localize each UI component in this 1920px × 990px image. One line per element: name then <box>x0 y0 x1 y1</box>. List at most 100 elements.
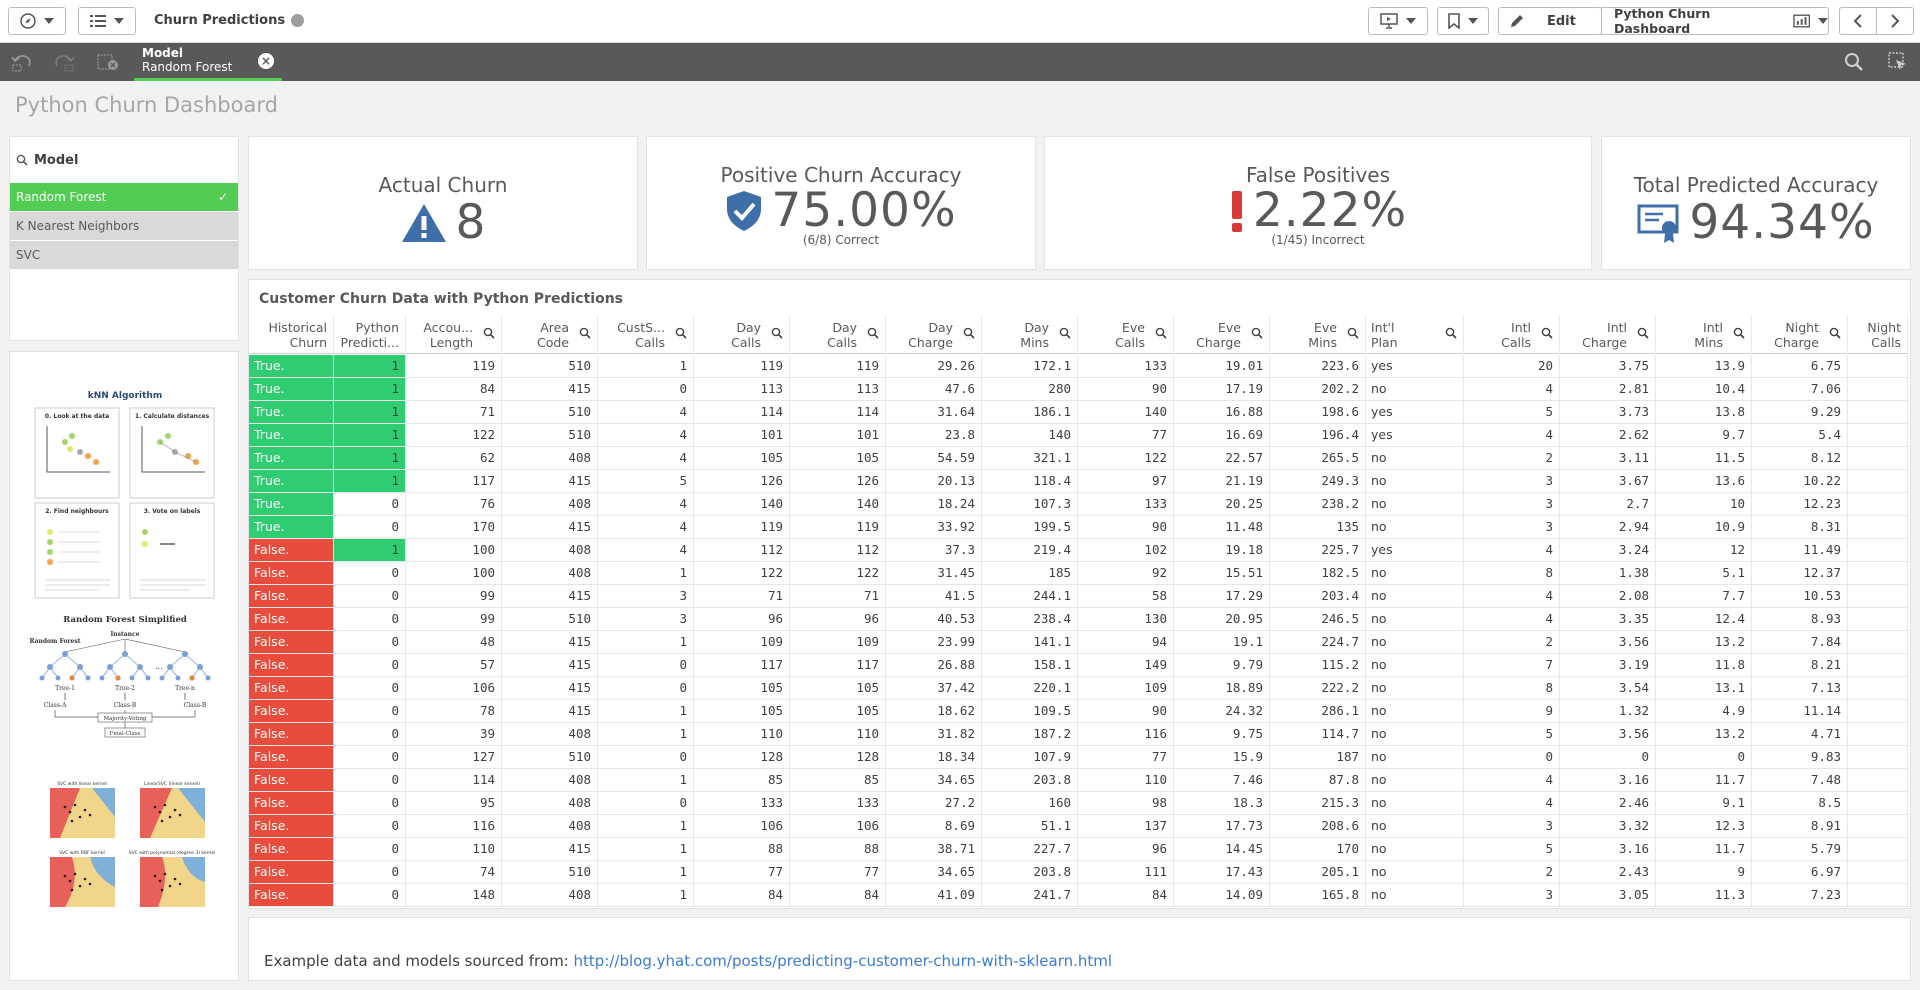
table-row[interactable]: False. 0 48 415 1 109 109 23.99 141.1 94 19.1 224.7… <box>249 631 1908 654</box>
table-row[interactable]: False. 0 148 408 1 84 84 41.09 241.7 84 14.09 165.8… <box>249 884 1908 907</box>
table-row[interactable]: True. 1 117 415 5 126 126 20.13 118.4 97 21.19 249.… <box>249 470 1908 493</box>
column-search-icon[interactable] <box>1445 327 1457 339</box>
column-search-icon[interactable] <box>1251 327 1263 339</box>
table-row[interactable]: False. 0 39 408 1 110 110 31.82 187.2 116 9.75 114.… <box>249 723 1908 746</box>
column-header[interactable]: Int'l Plan <box>1366 316 1464 354</box>
filter-header[interactable]: Model <box>10 137 238 183</box>
selection-value: Random Forest <box>142 60 233 74</box>
column-search-icon[interactable] <box>675 327 687 339</box>
table-cell: 26.88 <box>886 654 982 676</box>
table-row[interactable]: True. 0 170 415 4 119 119 33.92 199.5 90 11.48 135 n… <box>249 516 1908 539</box>
column-search-icon[interactable] <box>1829 327 1841 339</box>
column-header[interactable]: Area Code <box>502 316 598 354</box>
table-cell: 1 <box>598 355 694 377</box>
table-row[interactable]: True. 1 71 510 4 114 114 31.64 186.1 140 16.88 198.… <box>249 401 1908 424</box>
table-row[interactable]: False. 0 57 415 0 117 117 26.88 158.1 149 9.79 115.… <box>249 654 1908 677</box>
column-header[interactable]: Day Mins <box>982 316 1078 354</box>
table-row[interactable]: False. 0 106 415 0 105 105 37.42 220.1 109 18.89 22… <box>249 677 1908 700</box>
column-header[interactable]: Python Predicti... <box>334 316 406 354</box>
table-cell: 8 <box>1464 677 1560 699</box>
column-header[interactable]: Intl Mins <box>1656 316 1752 354</box>
column-header[interactable]: CustS... Calls <box>598 316 694 354</box>
column-header[interactable]: Eve Mins <box>1270 316 1366 354</box>
step-forward-button[interactable] <box>52 51 76 73</box>
sheet-selector[interactable]: Python Churn Dashboard <box>1601 6 1829 36</box>
table-row[interactable]: False. 0 99 415 3 71 71 41.5 244.1 58 17.29 203.4 no… <box>249 585 1908 608</box>
column-header-line-1: Intl <box>1511 320 1531 335</box>
filter-item-svc[interactable]: SVC <box>10 241 238 270</box>
column-search-icon[interactable] <box>1733 327 1745 339</box>
search-button[interactable] <box>1842 51 1866 73</box>
svc-title-0: SVC with linear kernel <box>57 781 107 787</box>
column-header[interactable]: Day Calls <box>790 316 886 354</box>
table-row[interactable]: False. 0 116 408 1 106 106 8.69 51.1 137 17.73 208.… <box>249 815 1908 838</box>
next-sheet-button[interactable] <box>1876 7 1914 35</box>
column-header[interactable]: Eve Charge <box>1174 316 1270 354</box>
navigation-button[interactable] <box>8 7 66 35</box>
column-header[interactable]: Historical Churn <box>249 316 334 354</box>
table-row[interactable]: True. 0 76 408 4 140 140 18.24 107.3 133 20.25 238.… <box>249 493 1908 516</box>
column-header[interactable]: Intl Calls <box>1464 316 1560 354</box>
source-link[interactable]: http://blog.yhat.com/posts/predicting-cu… <box>573 952 1113 970</box>
column-header-line-2: Predicti... <box>340 335 399 350</box>
step-back-button[interactable] <box>10 51 34 73</box>
table-cell: False. <box>249 562 334 584</box>
sheets-menu-button[interactable] <box>78 7 136 35</box>
rf-label-tree-2: Tree-2 <box>115 685 135 692</box>
table-row[interactable]: True. 1 119 510 1 119 119 29.26 172.1 133 19.01 223… <box>249 355 1908 378</box>
column-search-icon[interactable] <box>1541 327 1553 339</box>
table-row[interactable]: False. 0 110 415 1 88 88 38.71 227.7 96 14.45 170 no… <box>249 838 1908 861</box>
clear-selection-icon[interactable]: × <box>258 53 274 69</box>
column-search-icon[interactable] <box>483 327 495 339</box>
table-cell: 114 <box>694 401 790 423</box>
column-search-icon[interactable] <box>1059 327 1071 339</box>
column-header[interactable]: Accou... Length <box>406 316 502 354</box>
column-search-icon[interactable] <box>771 327 783 339</box>
table-cell: 23.8 <box>886 424 982 446</box>
table-row[interactable]: True. 1 84 415 0 113 113 47.6 280 90 17.19 202.2 no 4… <box>249 378 1908 401</box>
column-header[interactable]: Day Charge <box>886 316 982 354</box>
table-cell: 1 <box>598 723 694 745</box>
table-cell: True. <box>249 355 334 377</box>
table-row[interactable]: False. 0 78 415 1 105 105 18.62 109.5 90 24.32 286.… <box>249 700 1908 723</box>
column-search-icon[interactable] <box>963 327 975 339</box>
filter-item-random-forest[interactable]: Random Forest ✓ <box>10 183 238 212</box>
table-cell: 122 <box>1078 447 1174 469</box>
table-row[interactable]: False. 0 114 408 1 85 85 34.65 203.8 110 7.46 87.8 n… <box>249 769 1908 792</box>
table-row[interactable]: False. 0 74 510 1 77 77 34.65 203.8 111 17.43 205.1… <box>249 861 1908 884</box>
table-cell: 12.4 <box>1656 608 1752 630</box>
table-row[interactable]: False. 0 127 510 0 128 128 18.34 107.9 77 15.9 187 n… <box>249 746 1908 769</box>
column-header[interactable]: Intl Charge <box>1560 316 1656 354</box>
column-search-icon[interactable] <box>1347 327 1359 339</box>
presentation-button[interactable] <box>1368 7 1428 35</box>
selection-chip-model[interactable]: Model Random Forest × <box>134 43 282 81</box>
column-search-icon[interactable] <box>1155 327 1167 339</box>
table-row[interactable]: False. 0 100 408 1 122 122 31.45 185 92 15.51 182.5… <box>249 562 1908 585</box>
clear-all-button[interactable] <box>96 51 120 73</box>
edit-button[interactable]: Edit <box>1498 7 1602 35</box>
table-row[interactable]: True. 1 62 408 4 105 105 54.59 321.1 122 22.57 265.… <box>249 447 1908 470</box>
selections-tool-button[interactable] <box>1886 51 1910 73</box>
table-cell: 101 <box>694 424 790 446</box>
column-search-icon[interactable] <box>579 327 591 339</box>
table-cell: 182.5 <box>1270 562 1366 584</box>
table-cell: 71 <box>694 585 790 607</box>
column-header[interactable]: Night Charge <box>1752 316 1848 354</box>
previous-sheet-button[interactable] <box>1839 7 1877 35</box>
table-cell: 265.5 <box>1270 447 1366 469</box>
column-search-icon[interactable] <box>867 327 879 339</box>
bookmarks-button[interactable] <box>1437 7 1489 35</box>
table-row[interactable]: False. 0 99 510 3 96 96 40.53 238.4 130 20.95 246.5… <box>249 608 1908 631</box>
table-cell: 2 <box>1464 631 1560 653</box>
column-header-line-1: Historical <box>268 320 327 335</box>
column-header[interactable]: Day Calls <box>694 316 790 354</box>
column-header[interactable]: Eve Calls <box>1078 316 1174 354</box>
table-row[interactable]: True. 1 122 510 4 101 101 23.8 140 77 16.69 196.4 ye… <box>249 424 1908 447</box>
column-search-icon[interactable] <box>1637 327 1649 339</box>
table-row[interactable]: False. 1 100 408 4 112 112 37.3 219.4 102 19.18 225… <box>249 539 1908 562</box>
column-header-line-2: Mins <box>1020 335 1049 350</box>
table-cell: 114 <box>406 769 502 791</box>
table-row[interactable]: False. 0 95 408 0 133 133 27.2 160 98 18.3 215.3 no 4… <box>249 792 1908 815</box>
column-header[interactable]: Night Calls <box>1848 316 1908 354</box>
filter-item-k-nearest-neighbors[interactable]: K Nearest Neighbors <box>10 212 238 241</box>
